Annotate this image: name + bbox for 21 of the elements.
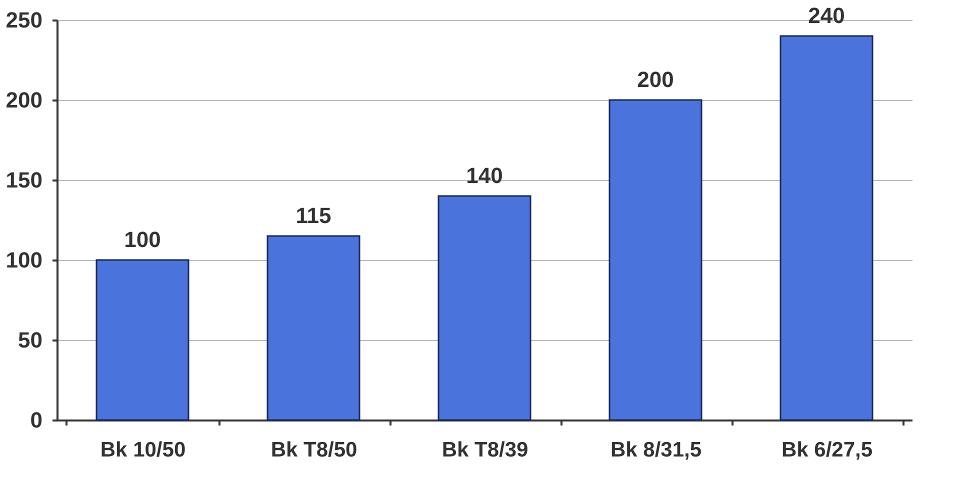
x-tick-label: Bk 10/50: [100, 438, 186, 462]
x-tick-label: Bk T8/39: [442, 438, 528, 462]
data-label: 140: [466, 163, 503, 188]
y-tick-label: 250: [6, 8, 42, 32]
bar: [780, 35, 874, 421]
bar: [438, 195, 532, 421]
x-tick-label: Bk T8/50: [270, 438, 358, 462]
bar: [266, 235, 360, 421]
y-tick-label: 100: [6, 248, 42, 272]
data-label: 115: [296, 203, 332, 228]
y-tick-label: 50: [18, 328, 42, 352]
y-tick-label: 0: [30, 408, 42, 432]
bar: [608, 99, 702, 421]
y-tick-label: 200: [6, 88, 42, 112]
x-tick-label: Bk 6/27,5: [781, 438, 873, 462]
data-label: 100: [124, 227, 161, 252]
data-label: 200: [637, 67, 674, 92]
bar: [96, 259, 190, 421]
data-label: 240: [808, 3, 845, 28]
y-tick-label: 150: [6, 168, 42, 192]
x-tick-label: Bk 8/31,5: [610, 438, 702, 462]
